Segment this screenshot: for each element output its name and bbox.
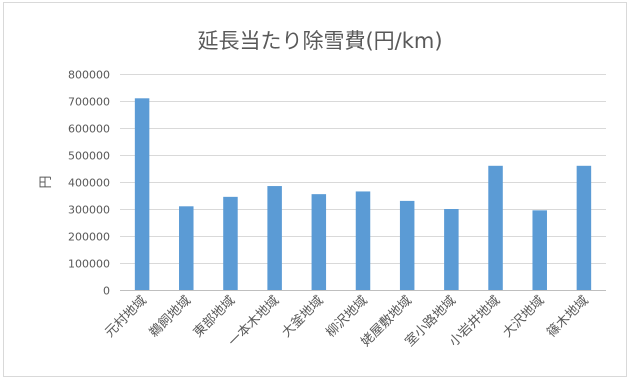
bar-8: [444, 209, 459, 290]
chart-title: 延長当たり除雪費(円/km): [197, 29, 442, 53]
bar-2: [179, 206, 194, 290]
bar-1: [134, 98, 150, 290]
bar-9: [488, 165, 503, 290]
y-tick-label: 0: [103, 285, 110, 298]
y-tick-label: 300000: [68, 204, 110, 217]
y-tick-label: 400000: [68, 177, 110, 190]
bar-3: [223, 196, 238, 290]
bar-4: [267, 186, 282, 290]
bar-10: [532, 210, 547, 290]
y-axis-label: 円: [39, 175, 54, 188]
gridlines: [120, 74, 606, 291]
y-tick-label: 800000: [68, 69, 110, 82]
y-tick-label: 700000: [68, 96, 110, 109]
bars: [134, 98, 592, 290]
y-tick-label: 100000: [68, 258, 110, 271]
bar-6: [355, 191, 371, 290]
y-tick-labels: 0 100000 200000 300000 400000 500000 600000 700…: [68, 69, 110, 298]
bar-11: [576, 165, 592, 290]
y-tick-label: 200000: [68, 231, 110, 244]
y-tick-label: 500000: [68, 150, 110, 163]
bar-7: [399, 200, 415, 290]
y-tick-label: 600000: [68, 123, 110, 136]
chart-frame: [3, 2, 627, 377]
bar-5: [311, 194, 327, 290]
